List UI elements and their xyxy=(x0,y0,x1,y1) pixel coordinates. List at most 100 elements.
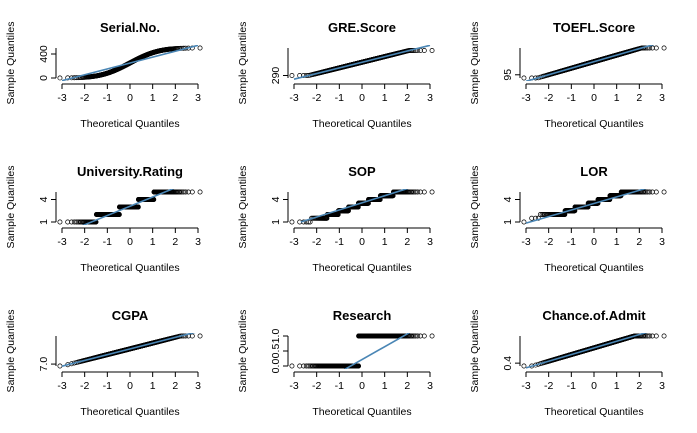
data-point xyxy=(521,363,527,369)
x-tick-label: -3 xyxy=(289,380,298,392)
reference-line xyxy=(343,333,411,369)
data-point xyxy=(521,219,527,225)
x-tick-label: -2 xyxy=(80,380,89,392)
x-tick-label: 1 xyxy=(614,92,620,104)
data-point xyxy=(356,363,361,369)
x-tick-label: -3 xyxy=(57,92,66,104)
x-tick-label: 3 xyxy=(195,236,201,248)
x-tick-label: 3 xyxy=(659,92,665,104)
data-point xyxy=(421,48,427,53)
data-point xyxy=(647,189,653,195)
reference-line xyxy=(61,333,196,367)
x-tick-label: 3 xyxy=(427,236,433,248)
x-tick-label: -2 xyxy=(312,380,321,392)
x-tick-label: 3 xyxy=(659,236,665,248)
x-axis-label: Theoretical Quantiles xyxy=(80,262,179,274)
x-tick-label: 2 xyxy=(172,92,178,104)
data-point xyxy=(661,45,667,51)
data-point xyxy=(178,189,183,195)
x-tick-label: 2 xyxy=(636,236,642,248)
x-tick-label: 1 xyxy=(614,380,620,392)
x-tick-label: -1 xyxy=(567,236,576,248)
panel-title: GRE.Score xyxy=(328,20,396,35)
y-axis-label: Sample Quantiles xyxy=(469,22,481,105)
data-point xyxy=(429,333,435,339)
x-tick-label: -2 xyxy=(312,92,321,104)
y-axis-label: Sample Quantiles xyxy=(237,310,249,393)
data-point xyxy=(413,333,419,339)
x-axis-label: Theoretical Quantiles xyxy=(544,262,643,274)
data-points xyxy=(289,333,435,369)
data-point xyxy=(301,363,307,369)
reference-line xyxy=(61,45,199,81)
reference-line xyxy=(525,333,648,369)
panel-title: University.Rating xyxy=(77,164,183,179)
data-point xyxy=(189,333,195,339)
x-tick-label: -2 xyxy=(80,92,89,104)
x-tick-label: -3 xyxy=(289,236,298,248)
x-tick-label: 1 xyxy=(614,236,620,248)
x-axis-label: Theoretical Quantiles xyxy=(312,406,411,418)
x-tick-label: 0 xyxy=(591,380,597,392)
x-tick-label: -2 xyxy=(544,380,553,392)
y-tick-label: 0.0 xyxy=(270,359,282,374)
data-points xyxy=(57,333,203,369)
data-point xyxy=(653,189,659,195)
data-point xyxy=(661,189,667,195)
x-axis-label: Theoretical Quantiles xyxy=(80,118,179,130)
data-point xyxy=(181,189,187,195)
x-axis-label: Theoretical Quantiles xyxy=(544,118,643,130)
x-tick-label: -1 xyxy=(335,380,344,392)
panel-title: CGPA xyxy=(112,308,149,323)
x-tick-label: 0 xyxy=(359,380,365,392)
data-point xyxy=(642,333,647,339)
y-axis-label: Sample Quantiles xyxy=(5,310,17,393)
data-point xyxy=(57,363,63,369)
x-tick-label: -2 xyxy=(544,92,553,104)
x-tick-label: -1 xyxy=(103,92,112,104)
data-point xyxy=(289,219,295,225)
x-tick-label: 1 xyxy=(382,380,388,392)
data-point xyxy=(413,189,419,195)
data-point xyxy=(179,189,185,195)
x-tick-label: 0 xyxy=(591,92,597,104)
x-tick-label: -3 xyxy=(57,380,66,392)
data-point xyxy=(421,189,427,195)
x-tick-label: 0 xyxy=(127,236,133,248)
y-axis-label: Sample Quantiles xyxy=(5,22,17,105)
x-tick-label: -1 xyxy=(567,380,576,392)
data-point xyxy=(303,363,309,369)
x-tick-label: -3 xyxy=(289,92,298,104)
panel-title: Serial.No. xyxy=(100,20,160,35)
data-point xyxy=(197,45,203,51)
data-point xyxy=(183,189,189,195)
x-tick-label: 1 xyxy=(150,236,156,248)
data-point xyxy=(429,189,435,195)
data-point xyxy=(645,189,651,195)
reference-line xyxy=(525,45,655,81)
x-tick-label: 1 xyxy=(382,92,388,104)
x-tick-label: 2 xyxy=(636,92,642,104)
x-tick-label: 3 xyxy=(195,92,201,104)
panel-title: Research xyxy=(333,308,392,323)
data-point xyxy=(415,189,421,195)
data-point xyxy=(653,333,659,339)
data-point xyxy=(411,189,417,195)
x-tick-label: 0 xyxy=(127,380,133,392)
data-point xyxy=(421,333,427,339)
x-tick-label: 1 xyxy=(150,380,156,392)
reference-line xyxy=(293,45,431,80)
x-tick-label: 0 xyxy=(127,92,133,104)
data-point xyxy=(521,75,527,81)
x-tick-label: 2 xyxy=(404,380,410,392)
data-point xyxy=(197,333,203,339)
x-axis-label: Theoretical Quantiles xyxy=(312,262,411,274)
data-point xyxy=(643,333,649,339)
y-tick-label: 4 xyxy=(38,196,50,202)
x-tick-label: 3 xyxy=(427,92,433,104)
x-tick-label: 3 xyxy=(659,380,665,392)
reference-line xyxy=(81,189,175,225)
